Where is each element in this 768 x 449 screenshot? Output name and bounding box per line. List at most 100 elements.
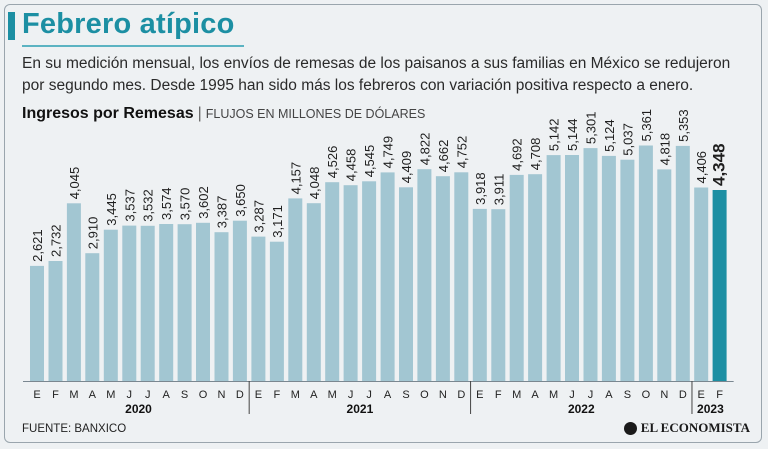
value-label-2021-12: 4,752 bbox=[454, 136, 469, 169]
bar-2021-2 bbox=[269, 241, 284, 381]
value-label-2020-6: 3,537 bbox=[122, 189, 137, 222]
value-label-2020-4: 2,910 bbox=[85, 217, 100, 250]
bar-2023-1 bbox=[694, 187, 709, 381]
bar-2022-3 bbox=[509, 174, 524, 381]
month-label-2021-7: J bbox=[366, 389, 372, 401]
bar-2020-8 bbox=[159, 224, 174, 381]
value-label-2020-3: 4,045 bbox=[67, 167, 82, 200]
bar-2020-11 bbox=[214, 232, 229, 381]
month-label-2020-6: J bbox=[127, 389, 133, 401]
month-label-2022-1: E bbox=[476, 389, 483, 401]
page-title: Febrero atípico bbox=[22, 8, 235, 40]
value-label-2021-3: 4,157 bbox=[288, 162, 303, 195]
year-label-2020: 2020 bbox=[125, 402, 152, 416]
value-label-2021-6: 4,458 bbox=[344, 149, 359, 182]
bar-2021-3 bbox=[288, 198, 303, 381]
month-label-2022-9: S bbox=[624, 389, 631, 401]
chart-unit: FLUJOS EN MILLONES DE DÓLARES bbox=[205, 107, 426, 121]
month-label-2020-4: A bbox=[89, 389, 97, 401]
value-label-2022-10: 5,361 bbox=[639, 109, 654, 142]
month-label-2020-9: S bbox=[181, 389, 188, 401]
year-label-2021: 2021 bbox=[347, 402, 374, 416]
bar-2020-7 bbox=[140, 225, 155, 381]
month-label-2022-12: D bbox=[679, 389, 687, 401]
month-label-2022-7: J bbox=[588, 389, 594, 401]
source-note: FUENTE: BANXICO bbox=[22, 423, 127, 435]
month-label-2020-7: J bbox=[145, 389, 151, 401]
value-label-2021-10: 4,822 bbox=[417, 133, 432, 166]
value-label-2021-5: 4,526 bbox=[325, 146, 340, 179]
value-label-2020-10: 3,602 bbox=[196, 186, 211, 219]
month-label-2020-1: E bbox=[33, 389, 40, 401]
year-label-2022: 2022 bbox=[568, 402, 595, 416]
month-label-2021-6: J bbox=[348, 389, 354, 401]
month-label-2023-2: F bbox=[716, 389, 723, 401]
value-label-2021-4: 4,048 bbox=[307, 167, 322, 200]
month-label-2022-3: M bbox=[512, 389, 521, 401]
title-underline bbox=[22, 45, 244, 47]
value-label-2023-1: 4,406 bbox=[694, 151, 709, 184]
value-label-2020-7: 3,532 bbox=[141, 189, 156, 222]
value-label-2020-2: 2,732 bbox=[49, 224, 64, 257]
value-label-2022-1: 3,918 bbox=[473, 172, 488, 205]
month-label-2022-10: O bbox=[642, 389, 651, 401]
month-label-2021-4: A bbox=[310, 389, 318, 401]
value-label-2021-8: 4,749 bbox=[381, 136, 396, 169]
month-label-2022-8: A bbox=[605, 389, 613, 401]
bar-2021-12 bbox=[454, 172, 469, 381]
bar-2022-1 bbox=[472, 208, 487, 381]
month-label-2021-12: D bbox=[457, 389, 465, 401]
month-label-2020-5: M bbox=[106, 389, 115, 401]
bar-2020-3 bbox=[66, 203, 81, 381]
subtitle: En su medición mensual, los envíos de re… bbox=[22, 55, 731, 94]
bar-2021-11 bbox=[435, 176, 450, 381]
year-label-2023: 2023 bbox=[697, 402, 724, 416]
bar-2022-10 bbox=[638, 145, 653, 381]
value-label-2020-12: 3,650 bbox=[233, 184, 248, 217]
chart-title-separator: | bbox=[197, 105, 202, 122]
month-label-2021-9: S bbox=[402, 389, 409, 401]
bar-2022-11 bbox=[657, 169, 672, 381]
month-label-2021-3: M bbox=[291, 389, 300, 401]
bar-2021-1 bbox=[251, 236, 266, 381]
value-label-2023-2: 4,348 bbox=[710, 143, 729, 186]
month-label-2021-11: N bbox=[439, 389, 447, 401]
bar-2021-10 bbox=[417, 169, 432, 381]
value-label-2021-9: 4,409 bbox=[399, 151, 414, 184]
bar-2020-9 bbox=[177, 224, 192, 381]
month-label-2021-5: M bbox=[328, 389, 337, 401]
bar-2022-4 bbox=[528, 174, 543, 381]
bar-2020-1 bbox=[30, 265, 44, 381]
value-label-2022-5: 5,142 bbox=[547, 119, 562, 152]
value-label-2021-1: 3,287 bbox=[251, 200, 266, 233]
bar-2023-2 bbox=[712, 190, 727, 381]
month-label-2020-11: N bbox=[218, 389, 226, 401]
bar-2022-5 bbox=[546, 155, 561, 381]
chart-heading: Ingresos por Remesas | FLUJOS EN MILLONES … bbox=[22, 105, 425, 123]
brand-name: EL ECONOMISTA bbox=[640, 420, 750, 435]
month-label-2020-10: O bbox=[199, 389, 208, 401]
brand-mark-icon bbox=[623, 421, 637, 435]
value-label-2022-2: 3,911 bbox=[491, 174, 506, 206]
bar-2020-10 bbox=[196, 222, 210, 381]
bar-2021-7 bbox=[362, 181, 377, 381]
bar-2022-7 bbox=[583, 148, 598, 381]
bar-2021-5 bbox=[325, 182, 340, 381]
value-label-2021-11: 4,662 bbox=[436, 140, 451, 173]
month-label-2022-11: N bbox=[660, 389, 668, 401]
value-label-2022-9: 5,037 bbox=[620, 123, 635, 156]
bar-2022-6 bbox=[565, 155, 579, 381]
month-label-2022-2: F bbox=[495, 389, 502, 401]
month-label-2022-5: M bbox=[549, 389, 558, 401]
value-label-2022-11: 4,818 bbox=[657, 133, 672, 166]
month-label-2021-10: O bbox=[420, 389, 429, 401]
month-label-2021-8: A bbox=[384, 389, 392, 401]
month-label-2023-1: E bbox=[698, 389, 705, 401]
brand-logo: EL ECONOMISTA bbox=[623, 420, 750, 436]
value-label-2022-7: 5,301 bbox=[584, 112, 599, 145]
bar-2022-12 bbox=[675, 145, 690, 381]
month-label-2022-4: A bbox=[531, 389, 539, 401]
month-label-2020-8: A bbox=[163, 389, 171, 401]
bar-2021-6 bbox=[343, 185, 358, 381]
